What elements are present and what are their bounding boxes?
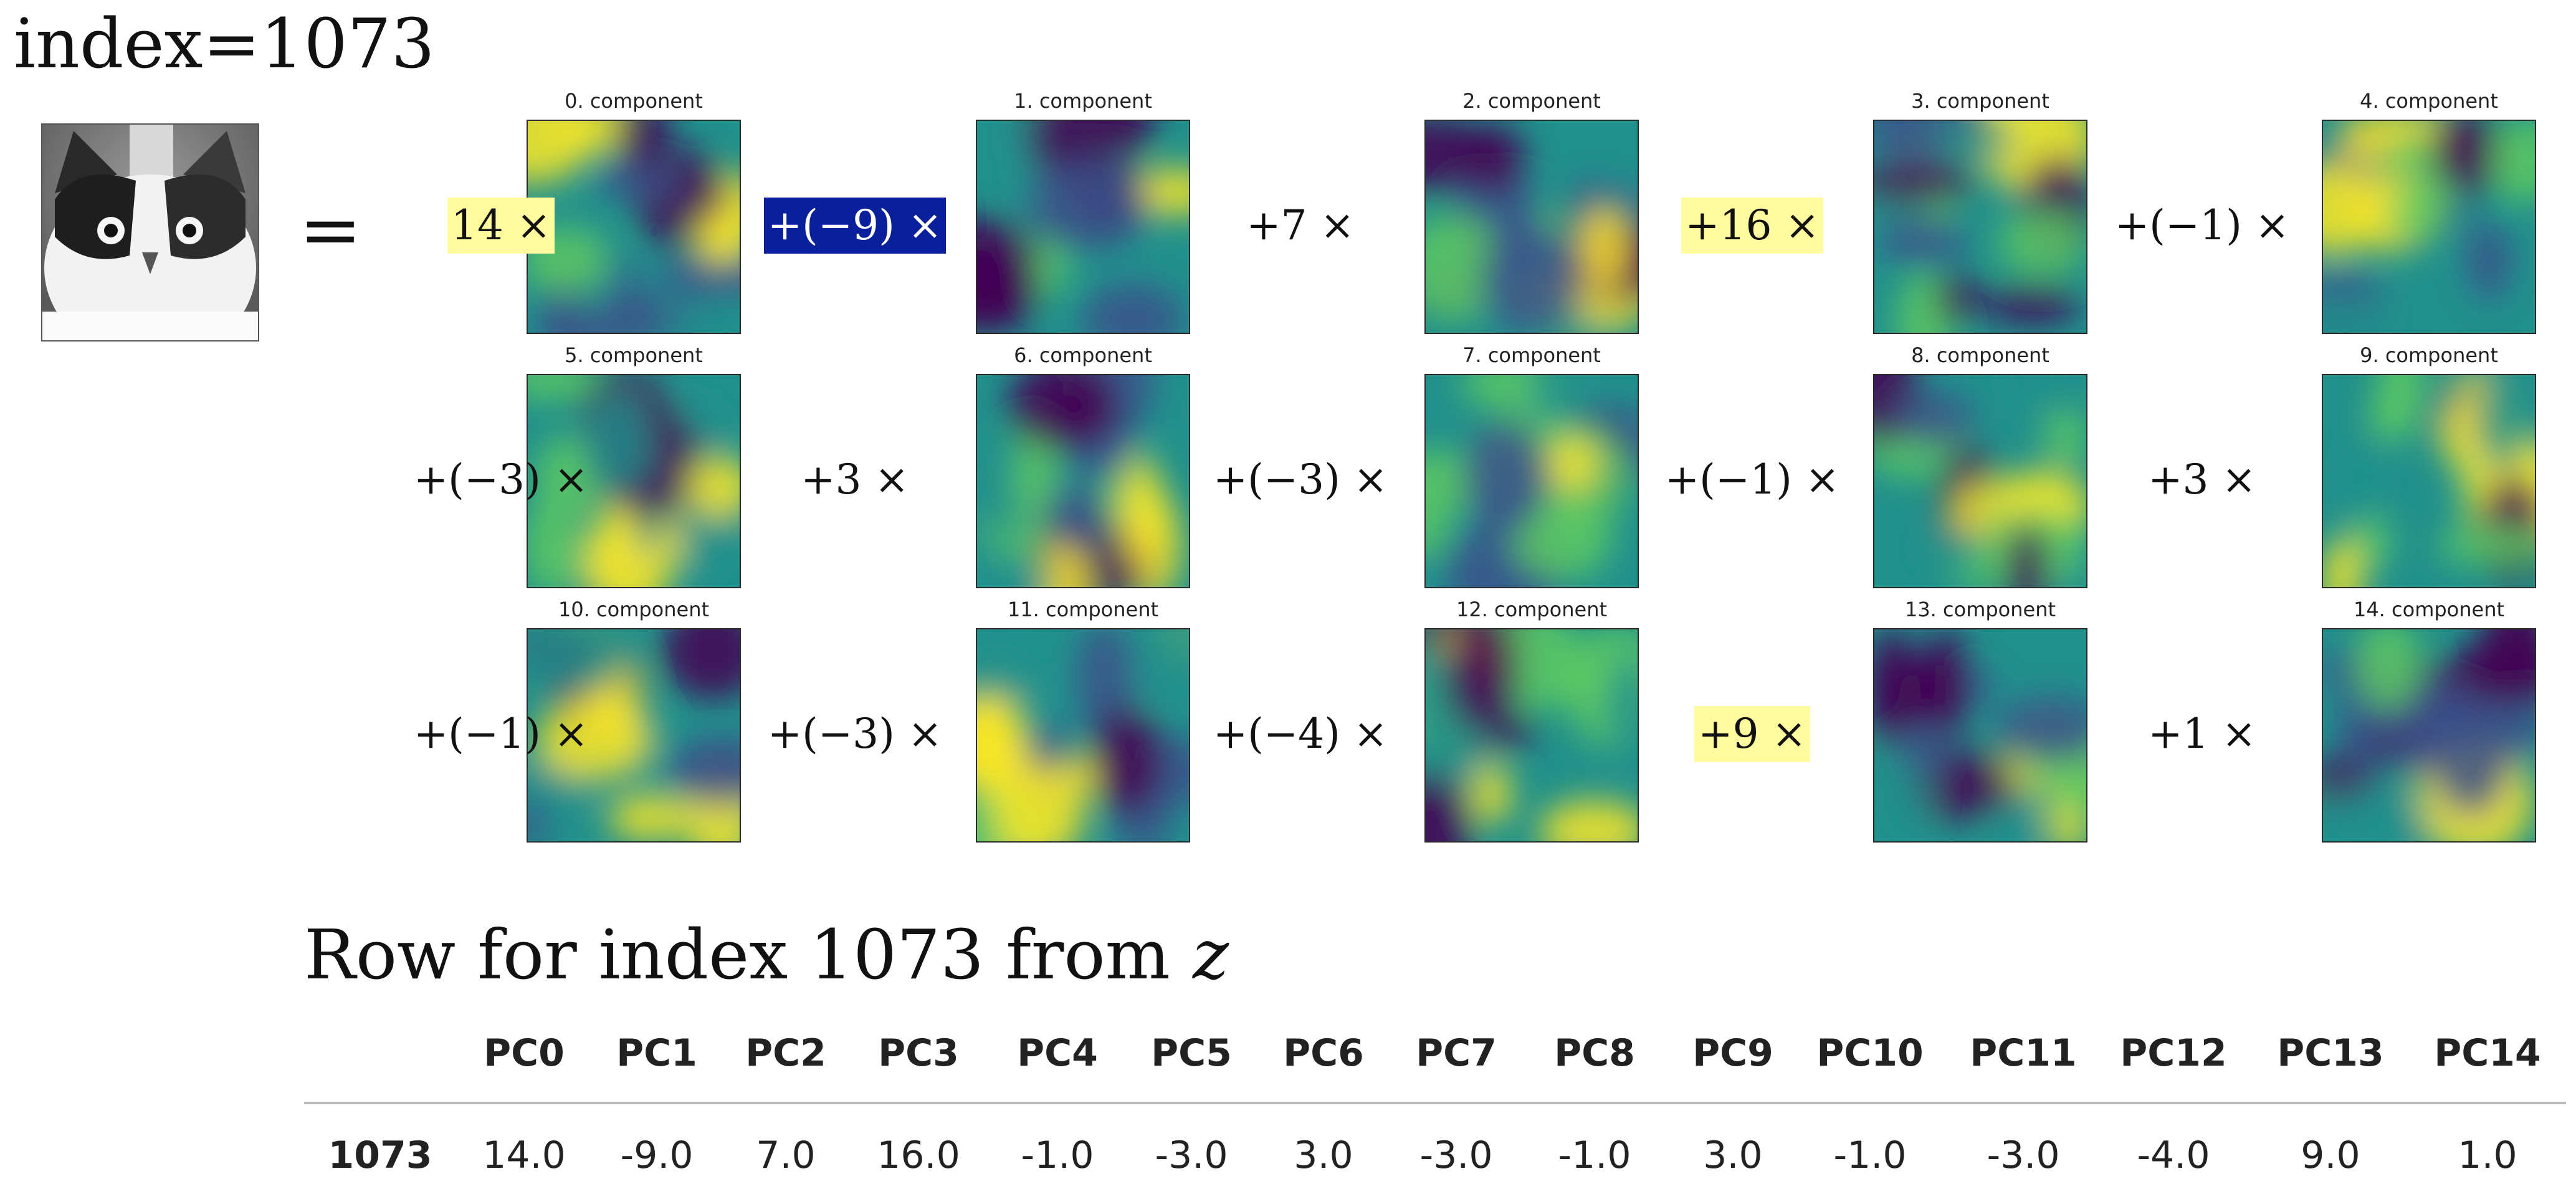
table-column-header: PC14 (2434, 1031, 2541, 1075)
coefficient-label: +(−3) × (767, 710, 943, 758)
coefficient-label: +9 × (1694, 706, 1810, 762)
table-column-header: PC3 (878, 1031, 959, 1075)
page-title: index=1073 (14, 4, 435, 84)
coefficient-label: +3 × (801, 456, 909, 504)
table-cell: 3.0 (1703, 1134, 1763, 1177)
component-image (976, 628, 1190, 843)
component-heatmap (1874, 375, 2086, 587)
coefficient-label: +(−3) × (1213, 456, 1388, 504)
component-heatmap (1874, 629, 2086, 841)
cat-face-photo (42, 125, 258, 340)
table-cell: 14.0 (482, 1134, 566, 1177)
table-cell: 7.0 (756, 1134, 816, 1177)
table-cell: 1.0 (2458, 1134, 2517, 1177)
table-column-header: PC7 (1416, 1031, 1497, 1075)
table-column-header: PC1 (616, 1031, 697, 1075)
component-title: 10. component (558, 598, 710, 621)
table-cell: 16.0 (877, 1134, 960, 1177)
component-title: 12. component (1456, 598, 1608, 621)
coefficient-label: +16 × (1681, 198, 1823, 254)
section-title-text: Row for index 1073 from (304, 915, 1170, 995)
table-column-header: PC13 (2277, 1031, 2384, 1075)
section-title: Row for index 1073 from z (304, 911, 1229, 998)
component-heatmap (977, 121, 1189, 333)
table-header-rule (304, 1102, 2566, 1104)
coefficient-label: +(−3) × (413, 456, 589, 504)
component-image (2322, 120, 2536, 334)
coefficient-label: 14 × (447, 198, 555, 254)
table-column-header: PC12 (2120, 1031, 2227, 1075)
component-image (527, 374, 741, 588)
component-title: 4. component (2360, 89, 2498, 113)
component-heatmap (2323, 121, 2535, 333)
component-heatmap (1426, 121, 1638, 333)
equals-sign: = (299, 187, 362, 274)
table-cell: -1.0 (1021, 1134, 1094, 1177)
table-column-header: PC0 (484, 1031, 565, 1075)
coefficient-label: +(−1) × (2114, 201, 2290, 249)
component-title: 8. component (1911, 343, 2049, 367)
component-title: 0. component (565, 89, 703, 113)
table-column-header: PC5 (1151, 1031, 1232, 1075)
table-cell: -3.0 (1419, 1134, 1493, 1177)
component-image (976, 374, 1190, 588)
component-heatmap (2323, 629, 2535, 841)
component-image (1873, 120, 2087, 334)
coefficient-label: +(−1) × (413, 710, 589, 758)
table-column-header: PC9 (1692, 1031, 1773, 1075)
component-image (527, 628, 741, 843)
table-column-header: PC2 (745, 1031, 826, 1075)
component-heatmap (977, 629, 1189, 841)
table-column-header: PC10 (1816, 1031, 1924, 1075)
table-cell: -1.0 (1833, 1134, 1907, 1177)
component-image (976, 120, 1190, 334)
coefficient-label: +(−1) × (1664, 456, 1840, 504)
component-title: 3. component (1911, 89, 2049, 113)
component-heatmap (1874, 121, 2086, 333)
table-cell: 9.0 (2301, 1134, 2360, 1177)
component-title: 1. component (1014, 89, 1152, 113)
component-title: 13. component (1904, 598, 2056, 621)
table-row-index: 1073 (328, 1134, 432, 1177)
component-heatmap (1426, 629, 1638, 841)
table-cell: 3.0 (1294, 1134, 1353, 1177)
table-cell: -4.0 (2137, 1134, 2210, 1177)
component-heatmap (1426, 375, 1638, 587)
coefficient-label: +7 × (1246, 201, 1355, 249)
cat-photo (41, 123, 259, 341)
table-cell: -1.0 (1558, 1134, 1631, 1177)
component-image (1873, 374, 2087, 588)
component-title: 6. component (1014, 343, 1152, 367)
component-image (527, 120, 741, 334)
coefficient-label: +(−4) × (1213, 710, 1388, 758)
component-heatmap (528, 375, 740, 587)
coefficient-label: +1 × (2148, 710, 2256, 758)
table-column-header: PC4 (1017, 1031, 1098, 1075)
table-cell: -3.0 (1155, 1134, 1228, 1177)
table-column-header: PC8 (1554, 1031, 1635, 1075)
component-heatmap (528, 629, 740, 841)
component-heatmap (2323, 375, 2535, 587)
coefficient-label: +3 × (2148, 456, 2256, 504)
table-column-header: PC6 (1283, 1031, 1364, 1075)
component-image (1424, 628, 1639, 843)
component-title: 11. component (1007, 598, 1159, 621)
component-title: 2. component (1462, 89, 1601, 113)
component-title: 9. component (2360, 343, 2498, 367)
component-image (2322, 374, 2536, 588)
component-heatmap (977, 375, 1189, 587)
component-title: 14. component (2353, 598, 2505, 621)
coefficient-label: +(−9) × (763, 198, 947, 254)
component-heatmap (528, 121, 740, 333)
table-column-header: PC11 (1970, 1031, 2077, 1075)
table-cell: -3.0 (1987, 1134, 2060, 1177)
component-title: 7. component (1462, 343, 1601, 367)
component-image (1873, 628, 2087, 843)
section-title-var: z (1192, 915, 1229, 995)
component-image (2322, 628, 2536, 843)
table-cell: -9.0 (620, 1134, 694, 1177)
component-title: 5. component (565, 343, 703, 367)
component-image (1424, 374, 1639, 588)
component-image (1424, 120, 1639, 334)
